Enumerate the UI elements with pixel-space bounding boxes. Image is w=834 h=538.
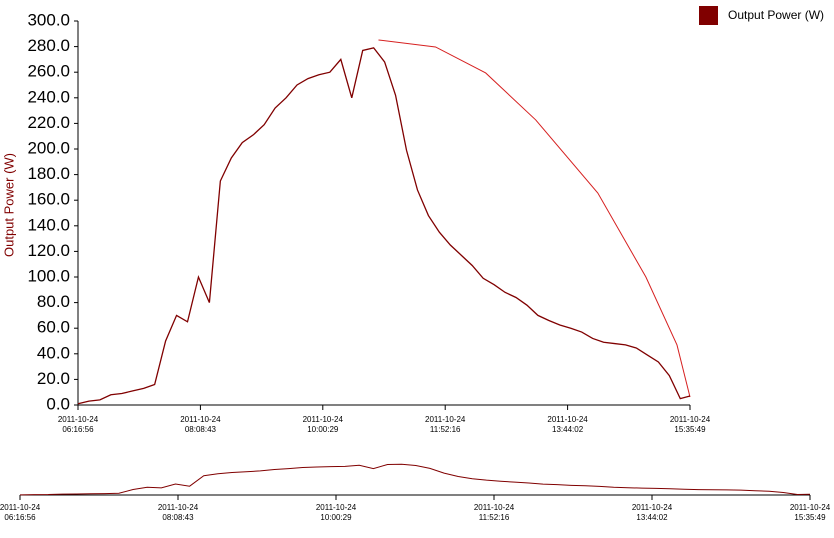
y-axis-label: Output Power (W) — [1, 153, 16, 257]
x-tick-label: 2011-10-24 13:44:02 — [547, 415, 588, 434]
y-tick-label: 260.0 — [27, 62, 70, 81]
navigator-x-tick-label: 2011-10-24 15:35:49 — [789, 503, 831, 522]
y-tick-label: 20.0 — [37, 369, 70, 388]
y-tick-label: 160.0 — [27, 190, 70, 209]
series-line — [77, 47, 691, 405]
y-tick-label: 240.0 — [27, 87, 70, 106]
y-tick-label: 200.0 — [27, 138, 70, 157]
x-tick-label: 2011-10-24 15:35:49 — [669, 415, 711, 434]
y-tick-label: 0.0 — [46, 394, 70, 413]
y-tick-label: 280.0 — [27, 36, 70, 55]
envelope-line — [378, 39, 691, 398]
navigator-x-tick-label: 2011-10-24 11:52:16 — [473, 503, 515, 522]
y-tick-label: 100.0 — [27, 266, 70, 285]
navigator-x-tick-label: 2011-10-24 06:16:56 — [0, 503, 41, 522]
y-tick-label: 80.0 — [37, 292, 70, 311]
y-tick-label: 140.0 — [27, 215, 70, 234]
legend-swatch — [699, 6, 718, 25]
x-tick-label: 2011-10-24 10:00:29 — [302, 415, 343, 434]
navigator-x-tick-label: 2011-10-24 08:08:43 — [157, 503, 199, 522]
series-line — [19, 463, 811, 496]
navigator-x-tick-label: 2011-10-24 10:00:29 — [315, 503, 357, 522]
y-tick-label: 60.0 — [37, 318, 70, 337]
navigator-x-tick-label: 2011-10-24 13:44:02 — [631, 503, 673, 522]
y-tick-label: 180.0 — [27, 164, 70, 183]
x-tick-label: 2011-10-24 06:16:56 — [57, 415, 99, 434]
y-tick-label: 220.0 — [27, 113, 70, 132]
y-tick-label: 300.0 — [27, 10, 70, 29]
x-tick-label: 2011-10-24 11:52:16 — [425, 415, 466, 434]
y-tick-label: 40.0 — [37, 343, 70, 362]
y-tick-label: 120.0 — [27, 241, 70, 260]
legend-label: Output Power (W) — [728, 8, 824, 22]
x-tick-label: 2011-10-24 08:08:43 — [180, 415, 221, 434]
